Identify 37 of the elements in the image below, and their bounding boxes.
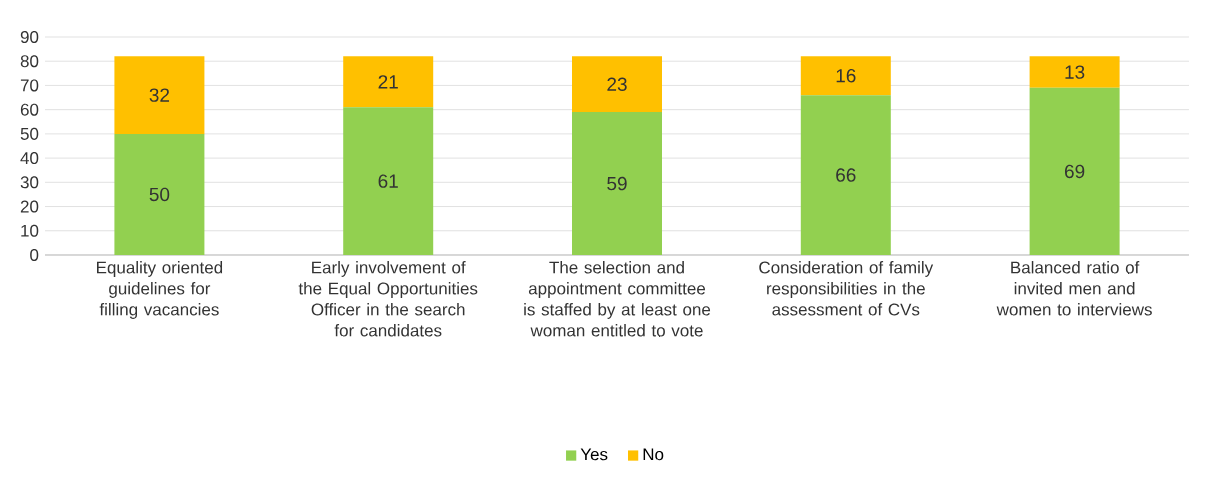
data-label: 66 — [836, 168, 856, 182]
y-tick-label: 60 — [20, 103, 39, 116]
legend-label: Yes — [580, 448, 608, 461]
data-label: 13 — [1065, 65, 1085, 79]
data-label: 61 — [378, 174, 398, 188]
x-tick-label: The selection and appointment committee is staffed by at least one woman entitled to vote — [524, 261, 711, 337]
x-tick-label: Equality oriented guidelines for filling vacancies — [97, 261, 223, 319]
bar — [800, 56, 891, 96]
data-label: 16 — [836, 69, 856, 83]
y-tick-label: 20 — [20, 200, 39, 213]
bar — [1029, 56, 1120, 88]
data-label: 21 — [378, 75, 398, 89]
data-label: 32 — [149, 88, 170, 102]
y-tick-label: 10 — [21, 224, 39, 237]
data-label: 50 — [149, 187, 170, 202]
data-label: 59 — [607, 176, 627, 191]
y-tick-label: 80 — [20, 55, 39, 68]
bar — [572, 112, 662, 255]
data-label: 69 — [1065, 164, 1085, 179]
bar — [343, 107, 434, 255]
bar — [800, 95, 891, 255]
x-tick-label: Early involvement of the Equal Opportunities Officer in the search for candidates — [298, 261, 478, 337]
bar — [572, 56, 662, 113]
y-tick-label: 40 — [20, 152, 39, 165]
legend-label: No — [643, 448, 664, 461]
y-tick-label: 30 — [20, 176, 39, 189]
bar — [343, 56, 434, 108]
y-tick-label: 0 — [30, 248, 39, 261]
bar — [114, 133, 205, 255]
x-tick-label: Consideration of family responsibilities in the assessment of CVs — [759, 261, 934, 316]
bar — [1029, 87, 1120, 255]
y-tick-label: 50 — [20, 127, 39, 140]
y-tick-label: 90 — [20, 30, 39, 43]
bar — [114, 56, 205, 134]
y-tick-label: 70 — [20, 79, 39, 92]
data-label: 23 — [607, 77, 627, 91]
x-tick-label: Balanced ratio of invited men and women to interviews — [996, 261, 1152, 316]
